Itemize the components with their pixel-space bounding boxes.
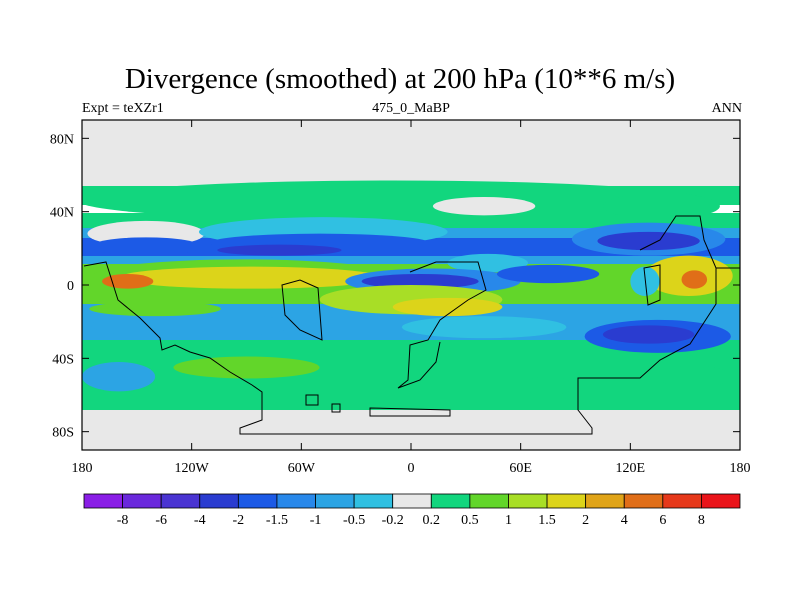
colorbar-box-9 (430, 493, 471, 509)
coastline-island-3 (369, 407, 451, 417)
colorbar-box-6 (315, 493, 355, 509)
colorbar-box-12 (546, 493, 587, 509)
coastline-island-2 (331, 403, 341, 413)
y-tick-label-3: 40S (52, 352, 74, 367)
colorbar-box-0 (83, 493, 123, 509)
colorbar-box-15 (662, 493, 702, 509)
antarctic-region (82, 426, 740, 450)
y-tick-label-2: 0 (67, 279, 74, 294)
field-feature-22 (91, 312, 293, 339)
field-feature-26 (602, 325, 695, 344)
field-feature-29 (522, 376, 574, 396)
field-feature-23 (89, 301, 221, 317)
field-feature-11 (118, 266, 382, 289)
colorbar-label-1: -6 (155, 513, 167, 528)
season-label: ANN (711, 101, 742, 116)
colorbar-label-4: -1.5 (266, 513, 288, 528)
colorbar-label-10: 1 (505, 513, 512, 528)
y-tick-label-4: 80S (52, 426, 74, 441)
field-feature-18 (392, 297, 503, 317)
colorbar-box-16 (701, 493, 741, 509)
colorbar-box-8 (392, 493, 432, 509)
x-axis: 180 120W 60W 0 60E 120E 180 (72, 120, 751, 476)
colorbar-label-14: 6 (659, 513, 666, 528)
field-feature-9 (597, 231, 700, 251)
field-feature-3 (91, 237, 201, 256)
colorbar-label-7: -0.2 (382, 513, 404, 528)
period-label: 475_0_MaBP (372, 101, 450, 116)
coastline-south-america (281, 279, 323, 341)
coastline-island-1 (305, 394, 319, 406)
colorbar-label-5: -1 (310, 513, 322, 528)
colorbar: -8 -6 -4 -2 -1.5 -1 -0.5 -0.2 0.2 0.5 1 1.5 2 4 6 8 (83, 493, 741, 528)
field-feature-15 (361, 274, 479, 289)
colorbar-label-12: 2 (582, 513, 589, 528)
field-feature-30 (657, 365, 731, 388)
colorbar-box-14 (623, 493, 664, 509)
colorbar-label-6: -0.5 (343, 513, 365, 528)
y-tick-label-0: 80N (50, 132, 74, 147)
band-sh-midlat (82, 340, 740, 410)
field-feature-12 (102, 274, 154, 289)
colorbar-box-13 (585, 493, 625, 509)
chart-title: Divergence (smoothed) at 200 hPa (10**6 … (124, 63, 676, 95)
colorbar-label-9: 0.5 (461, 513, 479, 528)
x-tick-label-5: 120E (616, 461, 646, 476)
colorbar-box-10 (469, 493, 509, 509)
y-tick-label-1: 40N (50, 206, 74, 221)
x-tick-label-2: 60W (288, 461, 316, 476)
colorbar-label-2: -4 (194, 513, 206, 528)
field-feature-7 (602, 193, 720, 220)
colorbar-box-7 (353, 493, 394, 509)
coastline-asia (639, 215, 717, 269)
colorbar-label-3: -2 (233, 513, 245, 528)
field-feature-16 (496, 264, 600, 284)
colorbar-box-2 (160, 493, 201, 509)
field-feature-0 (82, 180, 708, 221)
coastline-africa (397, 261, 487, 389)
colorbar-box-4 (237, 493, 278, 509)
colorbar-box-11 (508, 493, 548, 509)
coastlines (83, 215, 740, 435)
x-tick-label-4: 60E (509, 461, 532, 476)
x-tick-label-3: 0 (408, 461, 415, 476)
colorbar-label-11: 1.5 (538, 513, 556, 528)
experiment-label: Expt = teXZr1 (82, 101, 164, 116)
field-feature-5 (217, 244, 342, 256)
colorbar-label-8: 0.2 (423, 513, 441, 528)
field-feature-6 (432, 197, 536, 216)
colorbar-box-1 (122, 493, 162, 509)
colorbar-box-3 (199, 493, 239, 509)
field-feature-24 (401, 316, 567, 339)
field-feature-20 (681, 270, 708, 289)
colorbar-label-15: 8 (698, 513, 705, 528)
x-tick-label-1: 120W (175, 461, 210, 476)
field-features (82, 180, 733, 396)
y-axis: 80N 40N 0 40S 80S (50, 132, 740, 441)
colorbar-label-0: -8 (117, 513, 129, 528)
map-area (82, 120, 740, 450)
colorbar-box-5 (276, 493, 316, 509)
colorbar-label-13: 4 (621, 513, 628, 528)
x-tick-label-6: 180 (730, 461, 751, 476)
coastline-indonesia (643, 264, 661, 306)
field-feature-27 (173, 356, 320, 379)
x-tick-label-0: 180 (72, 461, 93, 476)
field-feature-13 (447, 253, 528, 273)
coastline-main (83, 261, 740, 435)
field-feature-28 (82, 362, 156, 392)
